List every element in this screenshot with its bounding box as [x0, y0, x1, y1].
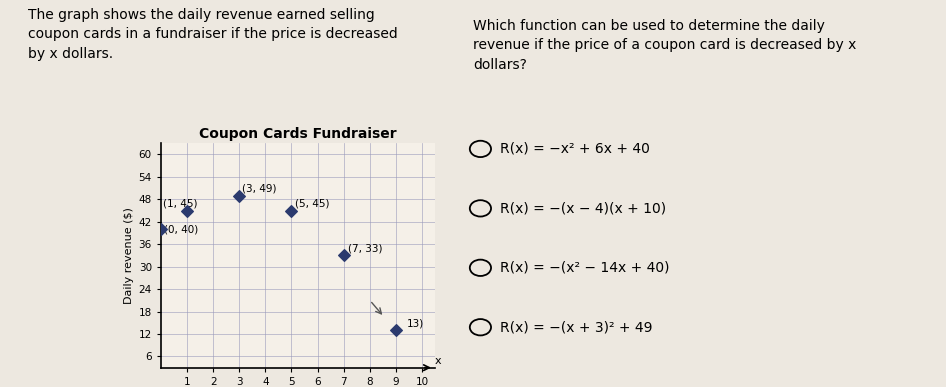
Text: R(x) = −x² + 6x + 40: R(x) = −x² + 6x + 40 — [499, 142, 650, 156]
Text: (5, 45): (5, 45) — [295, 199, 330, 209]
Text: x: x — [435, 356, 442, 366]
Text: The graph shows the daily revenue earned selling
coupon cards in a fundraiser if: The graph shows the daily revenue earned… — [28, 8, 398, 61]
Text: 13): 13) — [407, 319, 424, 328]
Point — [336, 252, 351, 259]
Text: Which function can be used to determine the daily
revenue if the price of a coup: Which function can be used to determine … — [473, 19, 856, 72]
Text: R(x) = −(x + 3)² + 49: R(x) = −(x + 3)² + 49 — [499, 320, 652, 334]
Text: (1, 45): (1, 45) — [164, 199, 198, 209]
Text: R(x) = −(x − 4)(x + 10): R(x) = −(x − 4)(x + 10) — [499, 201, 666, 215]
Point — [389, 327, 404, 333]
Point — [180, 207, 195, 214]
Y-axis label: Daily revenue ($): Daily revenue ($) — [124, 207, 134, 304]
Point — [232, 192, 247, 199]
Point — [153, 226, 168, 232]
Text: (0, 40): (0, 40) — [164, 225, 199, 235]
Title: Coupon Cards Fundraiser: Coupon Cards Fundraiser — [200, 127, 396, 140]
Text: R(x) = −(x² − 14x + 40): R(x) = −(x² − 14x + 40) — [499, 261, 669, 275]
Text: (7, 33): (7, 33) — [347, 243, 382, 253]
Text: (3, 49): (3, 49) — [242, 184, 276, 194]
Point — [284, 207, 299, 214]
